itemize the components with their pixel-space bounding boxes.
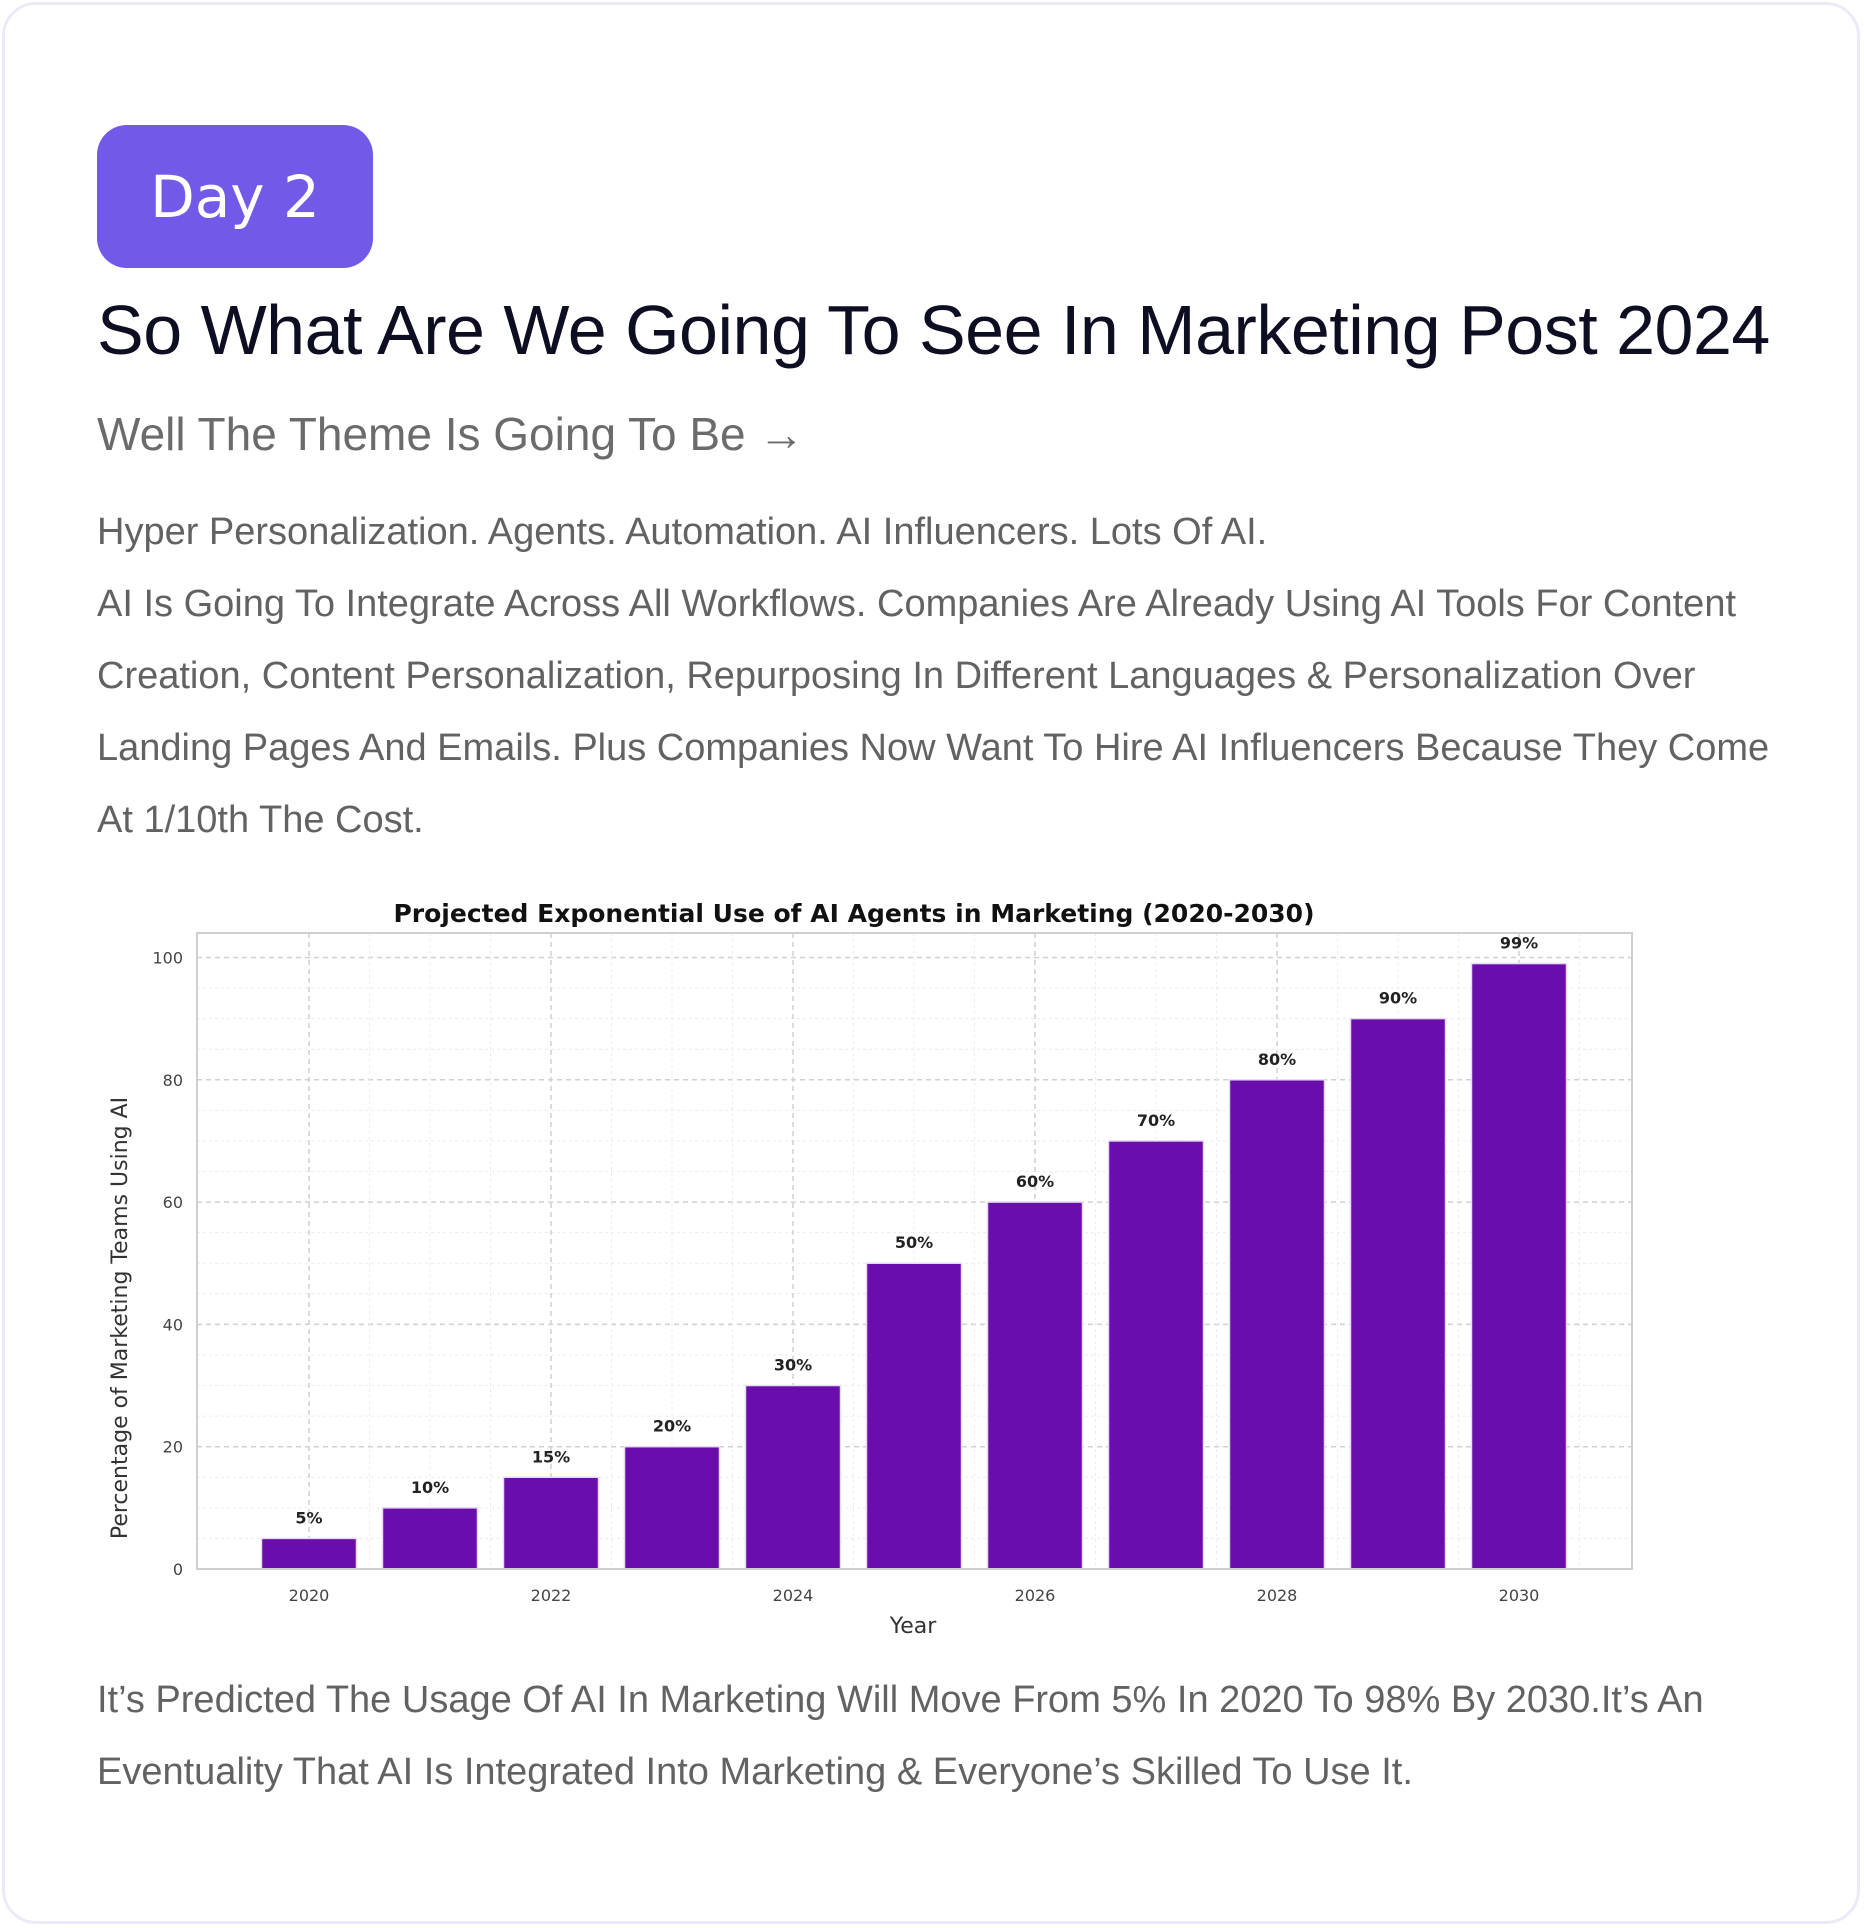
conclusion-paragraph: It’s Predicted The Usage Of AI In Market… bbox=[97, 1679, 1704, 1793]
bar-data-label: 90% bbox=[1379, 989, 1417, 1008]
x-axis-label: Year bbox=[889, 1614, 938, 1639]
bar bbox=[502, 1476, 600, 1570]
x-tick-label: 2020 bbox=[289, 1586, 330, 1605]
bar bbox=[865, 1262, 963, 1570]
bar bbox=[1349, 1017, 1447, 1570]
intro-line-1: Hyper Personalization. Agents. Automatio… bbox=[97, 511, 1268, 553]
bar-data-label: 20% bbox=[653, 1417, 691, 1436]
plot-frame bbox=[196, 932, 1633, 1570]
y-tick-label: 60 bbox=[163, 1193, 183, 1212]
bar-data-label: 50% bbox=[895, 1233, 933, 1252]
bar bbox=[381, 1507, 479, 1570]
y-tick-label: 0 bbox=[173, 1560, 183, 1579]
chart-title: Projected Exponential Use of AI Agents i… bbox=[393, 899, 1314, 928]
page-title: So What Are We Going To See In Marketing… bbox=[97, 291, 1770, 369]
intro-line-2: AI Is Going To Integrate Across All Work… bbox=[97, 583, 1770, 841]
y-tick-label: 100 bbox=[152, 948, 183, 967]
subtitle: Well The Theme Is Going To Be → bbox=[97, 408, 805, 460]
y-axis-label: Percentage of Marketing Teams Using AI bbox=[108, 1097, 133, 1539]
bar-data-label: 15% bbox=[532, 1447, 570, 1466]
bar bbox=[623, 1445, 721, 1570]
x-tick-label: 2028 bbox=[1257, 1586, 1298, 1605]
y-tick-label: 40 bbox=[163, 1315, 183, 1334]
x-tick-label: 2026 bbox=[1015, 1586, 1056, 1605]
x-tick-label: 2022 bbox=[531, 1586, 572, 1605]
bar bbox=[1107, 1140, 1205, 1570]
bar-data-label: 10% bbox=[411, 1478, 449, 1497]
bar-chart: Projected Exponential Use of AI Agents i… bbox=[108, 899, 1633, 1639]
bar bbox=[1470, 962, 1568, 1570]
x-tick-label: 2030 bbox=[1499, 1586, 1540, 1605]
bar-data-label: 99% bbox=[1500, 934, 1538, 953]
intro-paragraph: Hyper Personalization. Agents. Automatio… bbox=[97, 496, 1797, 856]
bar-data-label: 60% bbox=[1016, 1172, 1054, 1191]
bar bbox=[1228, 1079, 1326, 1570]
bar-data-label: 80% bbox=[1258, 1050, 1296, 1069]
y-tick-label: 80 bbox=[163, 1071, 183, 1090]
day-badge: Day 2 bbox=[97, 125, 373, 268]
x-tick-label: 2024 bbox=[773, 1586, 814, 1605]
bar bbox=[260, 1537, 358, 1570]
y-tick-label: 20 bbox=[163, 1438, 183, 1457]
bar bbox=[744, 1384, 842, 1570]
bar-data-label: 70% bbox=[1137, 1111, 1175, 1130]
bar-data-label: 5% bbox=[295, 1508, 322, 1527]
bar-data-label: 30% bbox=[774, 1356, 812, 1375]
bar bbox=[986, 1201, 1084, 1570]
